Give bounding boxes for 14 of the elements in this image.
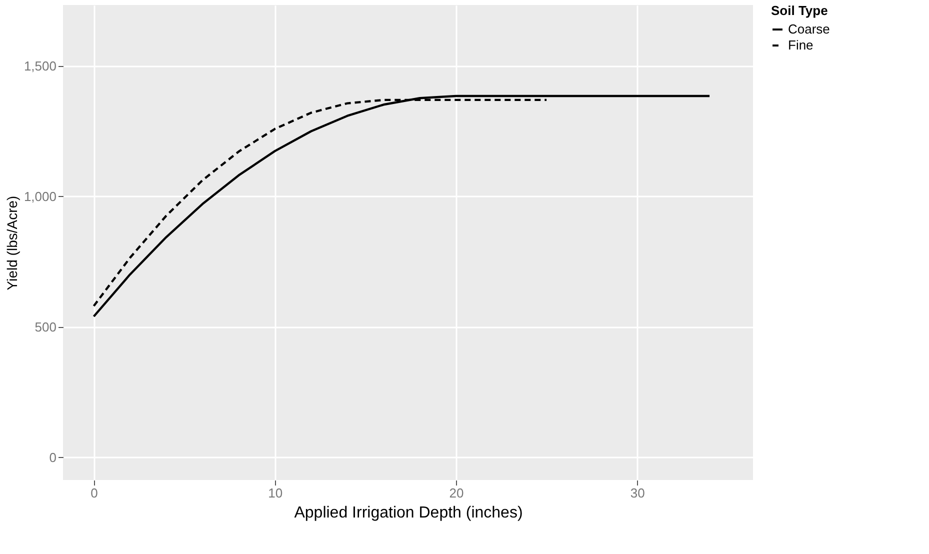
legend-label: Fine [788,38,814,52]
line-series [92,94,711,318]
x-tick-label: 10 [268,486,283,500]
x-tick-label: 20 [449,486,464,500]
y-axis-title: Yield (lbs/Acre) [4,196,20,290]
legend-title: Soil Type [771,3,828,18]
x-tick-label: 30 [630,486,645,500]
y-tick-label: 1,000 [24,188,56,204]
x-tick-label: 0 [90,486,98,500]
y-tick-label: 0 [49,450,56,465]
legend-label: Coarse [788,22,830,36]
y-tick-label: 500 [34,319,56,334]
y-tick-label: 1,500 [24,58,56,74]
x-axis-title: Applied Irrigation Depth (inches) [294,504,523,522]
